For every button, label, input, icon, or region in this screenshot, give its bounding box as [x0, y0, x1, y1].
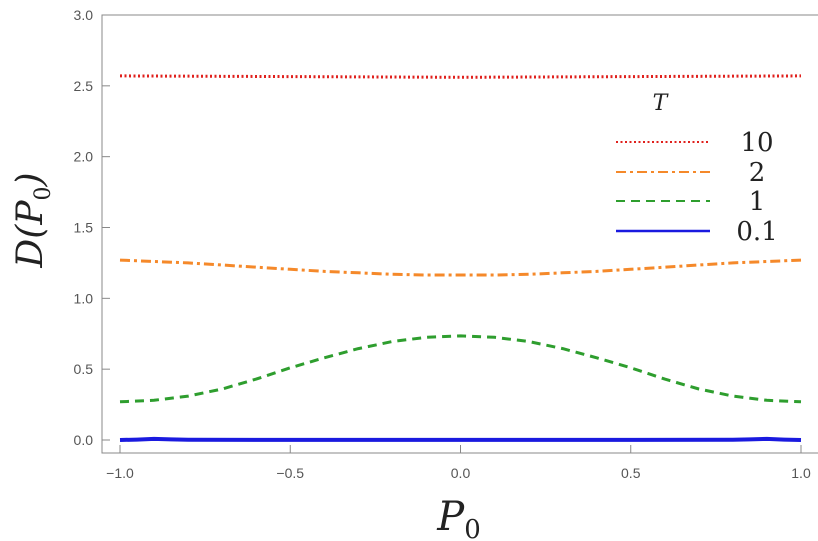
y-axis-title-var: P [10, 200, 51, 226]
legend-label: 1 [749, 187, 766, 217]
legend-label: 10 [740, 128, 773, 158]
y-tick-label: 1.5 [74, 220, 94, 236]
series-layer [119, 74, 802, 442]
x-axis-title-sub: 0 [464, 515, 481, 541]
legend-label: 0.1 [736, 217, 777, 247]
y-tick-label: 1.0 [74, 290, 94, 306]
y-tick-label: 2.0 [74, 149, 94, 165]
x-tick-label: 0.5 [621, 465, 641, 481]
axis-ticks: −1.0 −0.5 0.0 0.5 1.0 0.0 0.5 1.0 1.5 2.0 2.5 3.0 [74, 7, 811, 481]
y-tick-label: 0.5 [74, 361, 94, 377]
x-tick-label: −1.0 [106, 465, 134, 481]
x-tick-label: 0.0 [451, 465, 471, 481]
series-line-10 [119, 74, 802, 79]
legend-label: 2 [749, 158, 766, 188]
x-axis-title: P0 [436, 494, 480, 541]
y-axis-title-suffix: ) [10, 172, 51, 187]
y-tick-label: 2.5 [74, 78, 94, 94]
x-tick-label: 1.0 [791, 465, 811, 481]
legend-title: T [653, 91, 670, 116]
y-tick-label: 0.0 [74, 432, 94, 448]
series-line-1 [119, 334, 802, 404]
y-axis-title: D(P0) [10, 172, 56, 268]
y-tick-label: 3.0 [74, 7, 94, 23]
y-axis-title-prefix: D( [10, 224, 51, 269]
plot-frame [101, 14, 818, 454]
series-line-0-1 [119, 436, 802, 442]
series-line-2 [119, 258, 802, 277]
x-tick-label: −0.5 [276, 465, 304, 481]
x-axis-title-var: P [436, 494, 465, 540]
y-axis-title-sub: 0 [31, 186, 56, 200]
